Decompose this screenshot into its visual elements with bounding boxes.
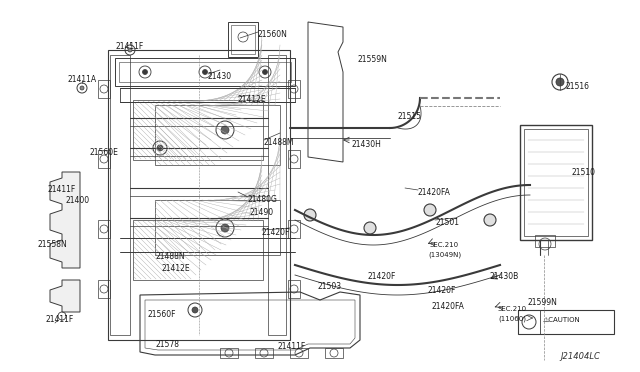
Text: 21516: 21516 <box>565 82 589 91</box>
Text: 21412E: 21412E <box>162 264 191 273</box>
Text: 21558N: 21558N <box>38 240 68 249</box>
Text: 21559N: 21559N <box>358 55 388 64</box>
Text: 21420F: 21420F <box>368 272 396 281</box>
Text: 21501: 21501 <box>435 218 459 227</box>
Text: (13049N): (13049N) <box>428 252 461 259</box>
Bar <box>524 129 588 236</box>
Text: 21420F: 21420F <box>262 228 291 237</box>
Text: 21430B: 21430B <box>490 272 519 281</box>
Bar <box>220 348 238 358</box>
Bar <box>518 310 614 334</box>
Text: 21560E: 21560E <box>90 148 119 157</box>
Polygon shape <box>50 172 80 268</box>
Circle shape <box>221 126 229 134</box>
Circle shape <box>157 145 163 151</box>
Text: 21599N: 21599N <box>528 298 558 307</box>
Text: 21503: 21503 <box>318 282 342 291</box>
Bar <box>535 235 555 247</box>
Bar <box>288 220 300 238</box>
Text: 21430: 21430 <box>208 72 232 81</box>
Circle shape <box>143 70 147 74</box>
Text: 21420F: 21420F <box>428 286 456 295</box>
Bar <box>325 348 343 358</box>
Bar <box>520 125 592 240</box>
Text: 21488M: 21488M <box>264 138 294 147</box>
Circle shape <box>80 86 84 90</box>
Bar <box>268 55 286 335</box>
Text: 21560F: 21560F <box>148 310 177 319</box>
Bar <box>228 22 258 57</box>
Bar <box>133 100 263 160</box>
Text: 21510: 21510 <box>572 168 596 177</box>
Bar <box>231 25 255 54</box>
Bar <box>98 80 110 98</box>
Text: (11060): (11060) <box>498 316 526 323</box>
Bar <box>290 348 308 358</box>
Text: 21411F: 21411F <box>48 185 76 194</box>
Bar <box>255 348 273 358</box>
Circle shape <box>128 48 132 52</box>
Text: 21411F: 21411F <box>115 42 143 51</box>
Text: J21404LC: J21404LC <box>560 352 600 361</box>
Text: 21420FA: 21420FA <box>418 188 451 197</box>
Text: 21578: 21578 <box>155 340 179 349</box>
Bar <box>133 220 263 280</box>
Bar <box>119 62 291 82</box>
Circle shape <box>202 70 207 74</box>
Bar <box>110 55 130 335</box>
Circle shape <box>192 307 198 313</box>
Bar <box>98 150 110 168</box>
Text: 21400: 21400 <box>65 196 89 205</box>
Text: 21412E: 21412E <box>238 95 267 104</box>
Text: SEC.210: SEC.210 <box>498 306 527 312</box>
Bar <box>288 150 300 168</box>
Text: 21411F: 21411F <box>278 342 307 351</box>
Text: 21488N: 21488N <box>155 252 184 261</box>
Text: 21480G: 21480G <box>248 195 278 204</box>
Bar <box>115 58 295 86</box>
Text: ⚠CAUTION: ⚠CAUTION <box>543 317 580 323</box>
Bar <box>155 200 280 255</box>
Text: 21411F: 21411F <box>45 315 73 324</box>
Bar <box>155 105 280 165</box>
Polygon shape <box>50 280 80 312</box>
Text: 21490: 21490 <box>250 208 274 217</box>
Circle shape <box>304 209 316 221</box>
Circle shape <box>424 204 436 216</box>
Text: 21411A: 21411A <box>68 75 97 84</box>
Text: 21515: 21515 <box>398 112 422 121</box>
Text: SEC.210: SEC.210 <box>430 242 459 248</box>
Circle shape <box>556 78 564 86</box>
Text: 21420FA: 21420FA <box>432 302 465 311</box>
Circle shape <box>364 222 376 234</box>
Bar <box>98 280 110 298</box>
Bar <box>288 280 300 298</box>
Bar <box>98 220 110 238</box>
Circle shape <box>484 214 496 226</box>
Bar <box>288 80 300 98</box>
Circle shape <box>221 224 229 232</box>
Bar <box>108 50 290 340</box>
Circle shape <box>262 70 268 74</box>
Text: 21430H: 21430H <box>352 140 382 149</box>
Text: 21560N: 21560N <box>258 30 288 39</box>
